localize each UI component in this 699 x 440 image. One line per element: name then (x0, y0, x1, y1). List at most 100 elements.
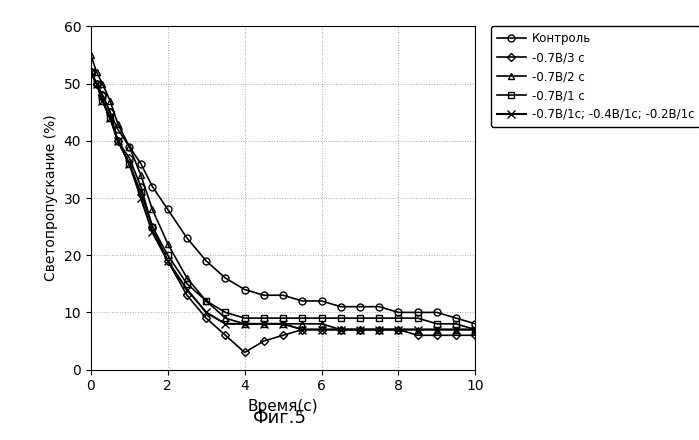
Line: -0.7В/1 с: -0.7В/1 с (87, 69, 479, 333)
-0.7В/1с; -0.4В/1с; -0.2В/1с (356, 327, 364, 332)
-0.7В/1 с (222, 310, 230, 315)
-0.7В/1с; -0.4В/1с; -0.2В/1с (92, 81, 101, 86)
-0.7В/3 с (137, 184, 145, 189)
-0.7В/3 с (98, 92, 107, 98)
-0.7В/2 с (106, 98, 115, 103)
Legend: Контроль, -0.7В/3 с, -0.7В/2 с, -0.7В/1 с, -0.7В/1с; -0.4В/1с; -0.2В/1с: Контроль, -0.7В/3 с, -0.7В/2 с, -0.7В/1 … (491, 26, 699, 127)
-0.7В/1с; -0.4В/1с; -0.2В/1с (394, 327, 403, 332)
-0.7В/1с; -0.4В/1с; -0.2В/1с (148, 230, 157, 235)
-0.7В/1с; -0.4В/1с; -0.2В/1с (125, 161, 134, 166)
-0.7В/1с; -0.4В/1с; -0.2В/1с (164, 258, 172, 264)
-0.7В/2 с (148, 207, 157, 212)
-0.7В/2 с (298, 321, 307, 326)
-0.7В/2 с (125, 144, 134, 149)
-0.7В/2 с (164, 241, 172, 246)
-0.7В/2 с (433, 327, 441, 332)
-0.7В/1с; -0.4В/1с; -0.2В/1с (87, 70, 95, 75)
Text: Фиг.5: Фиг.5 (252, 409, 307, 427)
-0.7В/1 с (433, 321, 441, 326)
-0.7В/2 с (92, 70, 101, 75)
-0.7В/2 с (183, 275, 192, 281)
-0.7В/3 с (106, 110, 115, 115)
Контроль (183, 235, 192, 241)
-0.7В/1 с (375, 315, 384, 321)
-0.7В/1 с (113, 138, 122, 143)
Контроль (337, 304, 345, 309)
Y-axis label: Светопропускание (%): Светопропускание (%) (44, 115, 58, 281)
-0.7В/1 с (260, 315, 268, 321)
Контроль (394, 310, 403, 315)
-0.7В/3 с (394, 327, 403, 332)
-0.7В/1с; -0.4В/1с; -0.2В/1с (202, 310, 210, 315)
Контроль (317, 298, 326, 304)
Line: -0.7В/1с; -0.4В/1с; -0.2В/1с: -0.7В/1с; -0.4В/1с; -0.2В/1с (87, 68, 480, 334)
-0.7В/3 с (452, 333, 461, 338)
-0.7В/2 с (471, 327, 480, 332)
-0.7В/1с; -0.4В/1с; -0.2В/1с (337, 327, 345, 332)
-0.7В/1 с (414, 315, 422, 321)
-0.7В/1 с (240, 315, 249, 321)
-0.7В/3 с (125, 155, 134, 161)
-0.7В/1с; -0.4В/1с; -0.2В/1с (106, 115, 115, 121)
Контроль (113, 127, 122, 132)
-0.7В/1с; -0.4В/1с; -0.2В/1с (183, 287, 192, 292)
-0.7В/3 с (260, 338, 268, 344)
-0.7В/3 с (222, 333, 230, 338)
X-axis label: Время(с): Время(с) (247, 399, 319, 414)
-0.7В/2 с (337, 327, 345, 332)
-0.7В/1с; -0.4В/1с; -0.2В/1с (113, 138, 122, 143)
-0.7В/3 с (87, 70, 95, 75)
-0.7В/3 с (375, 327, 384, 332)
Контроль (414, 310, 422, 315)
-0.7В/1с; -0.4В/1с; -0.2В/1с (279, 321, 287, 326)
Контроль (98, 92, 107, 98)
-0.7В/3 с (240, 350, 249, 355)
-0.7В/1 с (183, 281, 192, 286)
-0.7В/2 с (222, 315, 230, 321)
-0.7В/2 с (260, 321, 268, 326)
-0.7В/3 с (433, 333, 441, 338)
-0.7В/2 с (452, 327, 461, 332)
Контроль (471, 321, 480, 326)
-0.7В/1 с (137, 190, 145, 195)
-0.7В/3 с (164, 258, 172, 264)
Контроль (164, 207, 172, 212)
Контроль (375, 304, 384, 309)
-0.7В/3 с (279, 333, 287, 338)
-0.7В/1 с (125, 161, 134, 166)
Контроль (452, 315, 461, 321)
-0.7В/1 с (452, 321, 461, 326)
-0.7В/1с; -0.4В/1с; -0.2В/1с (452, 327, 461, 332)
-0.7В/2 с (240, 321, 249, 326)
-0.7В/2 с (394, 327, 403, 332)
-0.7В/1с; -0.4В/1с; -0.2В/1с (433, 327, 441, 332)
-0.7В/2 с (317, 321, 326, 326)
-0.7В/1 с (337, 315, 345, 321)
-0.7В/1 с (164, 253, 172, 258)
-0.7В/3 с (183, 293, 192, 298)
-0.7В/1 с (471, 327, 480, 332)
-0.7В/3 с (356, 327, 364, 332)
-0.7В/3 с (471, 333, 480, 338)
-0.7В/2 с (113, 121, 122, 126)
Контроль (106, 110, 115, 115)
-0.7В/1с; -0.4В/1с; -0.2В/1с (98, 98, 107, 103)
Контроль (87, 70, 95, 75)
-0.7В/1 с (148, 224, 157, 229)
Контроль (356, 304, 364, 309)
-0.7В/3 с (337, 327, 345, 332)
-0.7В/1 с (87, 70, 95, 75)
-0.7В/3 с (298, 327, 307, 332)
-0.7В/2 с (98, 81, 107, 86)
-0.7В/2 с (414, 327, 422, 332)
-0.7В/1с; -0.4В/1с; -0.2В/1с (317, 327, 326, 332)
-0.7В/3 с (202, 315, 210, 321)
-0.7В/1с; -0.4В/1с; -0.2В/1с (298, 327, 307, 332)
Line: Контроль: Контроль (87, 69, 479, 327)
-0.7В/3 с (317, 327, 326, 332)
-0.7В/3 с (113, 138, 122, 143)
Line: -0.7В/2 с: -0.7В/2 с (87, 51, 479, 333)
-0.7В/1 с (92, 81, 101, 86)
Контроль (125, 144, 134, 149)
Контроль (260, 293, 268, 298)
